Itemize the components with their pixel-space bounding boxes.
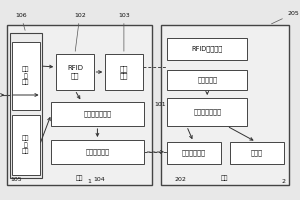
Text: RFID无源标签: RFID无源标签	[192, 46, 223, 52]
Bar	[12, 42, 40, 110]
Text: 104: 104	[94, 177, 105, 182]
Text: 106: 106	[15, 13, 27, 30]
Text: 射频
天线: 射频 天线	[120, 65, 128, 79]
Text: 第三锂电池: 第三锂电池	[197, 77, 217, 83]
Bar	[167, 70, 248, 90]
Bar	[167, 98, 248, 126]
Text: 蓝牙从机模块: 蓝牙从机模块	[182, 150, 206, 156]
Bar	[230, 142, 284, 164]
Text: 2: 2	[282, 179, 286, 184]
Text: 105: 105	[10, 177, 22, 182]
Text: 202: 202	[175, 177, 187, 182]
Text: 指示灯: 指示灯	[251, 150, 263, 156]
Bar	[105, 54, 142, 90]
Text: 单片机主控模块: 单片机主控模块	[84, 111, 112, 117]
Text: 主机: 主机	[76, 175, 83, 181]
Bar	[12, 115, 40, 175]
Text: 从机: 从机	[221, 175, 229, 181]
Text: 蓝牙主机模块: 蓝牙主机模块	[86, 149, 110, 155]
Bar	[10, 33, 41, 178]
Bar	[7, 25, 152, 185]
Text: 205: 205	[272, 11, 299, 24]
Bar	[51, 102, 145, 126]
Text: 第二
锂
电池: 第二 锂 电池	[22, 67, 30, 85]
Text: 单片机从控模块: 单片机从控模块	[193, 109, 221, 115]
Bar	[56, 54, 94, 90]
Bar	[161, 25, 289, 185]
Text: 101: 101	[154, 102, 166, 108]
Text: 103: 103	[118, 13, 130, 51]
Text: 1: 1	[88, 179, 92, 184]
Text: 102: 102	[74, 13, 86, 51]
Bar	[167, 142, 221, 164]
Text: 第一
锂
电池: 第一 锂 电池	[22, 136, 30, 154]
Bar	[167, 38, 248, 60]
Bar	[51, 140, 145, 164]
Text: RFID
主机: RFID 主机	[67, 65, 83, 79]
